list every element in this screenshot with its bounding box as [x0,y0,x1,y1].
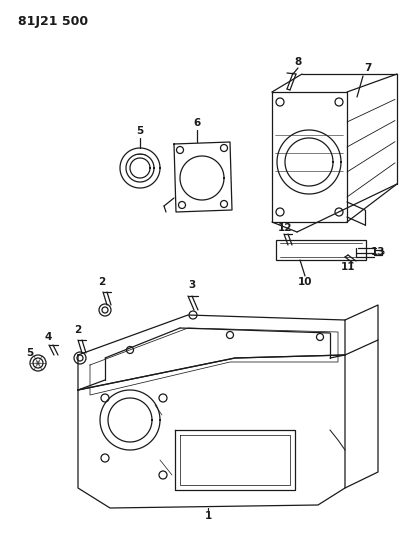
Text: 5: 5 [26,348,34,358]
Bar [276,240,366,260]
Text: 8: 8 [294,57,302,67]
Text: 7: 7 [364,63,372,73]
Text: 2: 2 [74,325,82,335]
Text: 5: 5 [136,126,144,136]
Text: 4: 4 [44,332,52,342]
Text: 13: 13 [371,247,385,257]
Text: 3: 3 [188,280,196,290]
Text: 12: 12 [278,223,292,233]
Circle shape [36,360,40,366]
Text: 6: 6 [193,118,201,128]
Text: 10: 10 [298,277,312,287]
Text: 11: 11 [341,262,355,272]
Text: 2: 2 [98,277,106,287]
Text: 1: 1 [204,511,212,521]
Text: 81J21 500: 81J21 500 [18,15,88,28]
